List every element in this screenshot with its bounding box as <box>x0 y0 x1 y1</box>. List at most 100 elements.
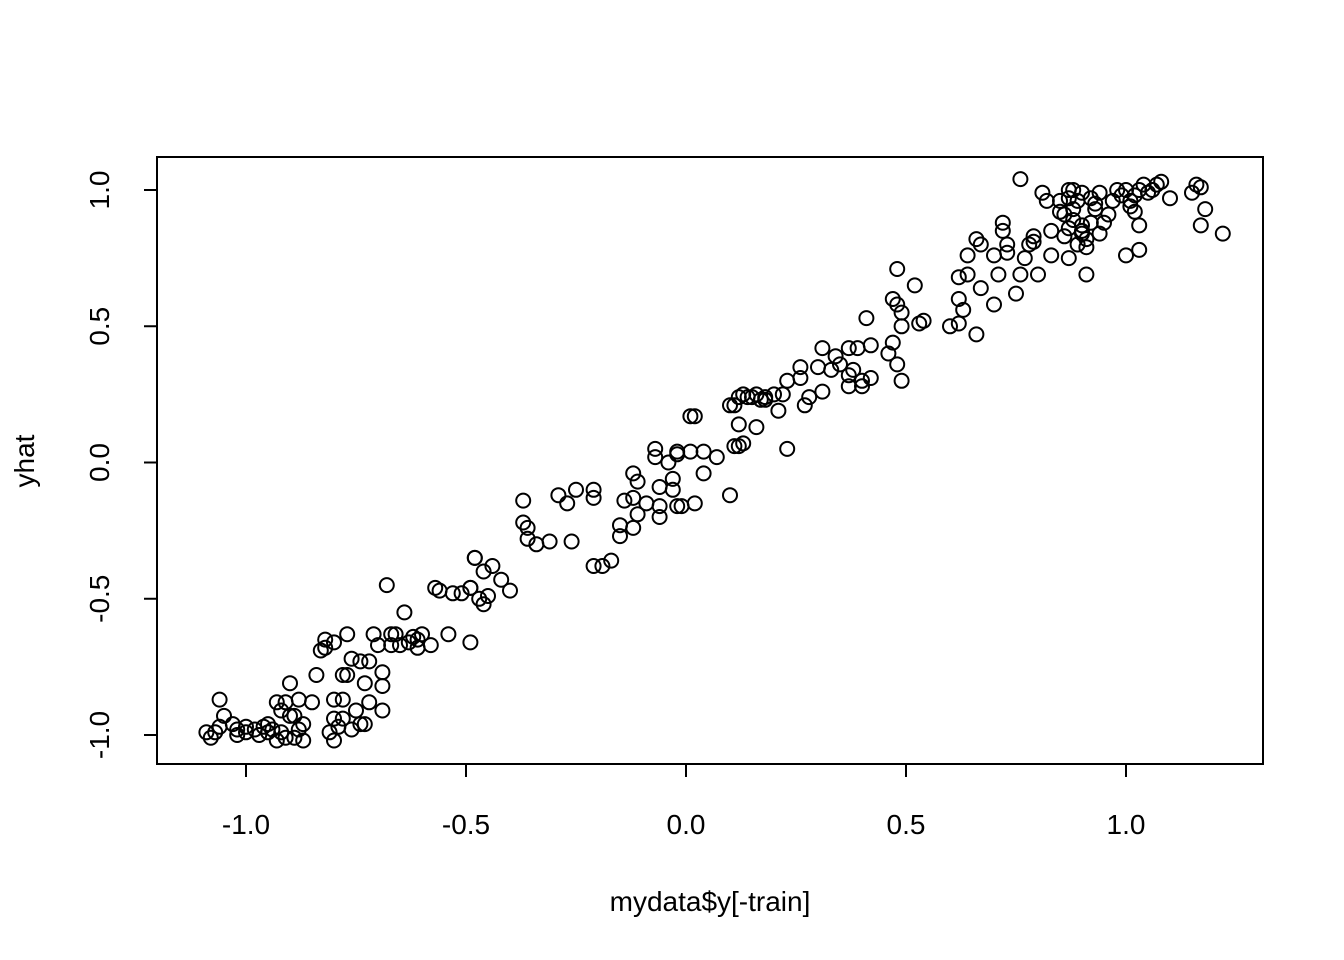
data-point <box>840 340 857 357</box>
data-point <box>387 626 404 643</box>
data-point <box>541 533 558 550</box>
x-axis: -1.0 -0.5 0.0 0.5 1.0 <box>222 764 1145 840</box>
data-point <box>612 528 628 545</box>
data-point <box>1074 222 1090 239</box>
data-point <box>216 707 232 724</box>
data-point <box>317 631 334 648</box>
data-point <box>326 732 342 749</box>
data-point <box>686 408 703 425</box>
data-point <box>563 533 580 550</box>
data-point <box>726 397 743 414</box>
data-point <box>277 729 294 746</box>
data-point <box>603 552 620 569</box>
data-point <box>1214 225 1231 242</box>
data-point <box>444 585 461 602</box>
data-point <box>801 389 818 406</box>
data-point <box>422 637 439 654</box>
data-point <box>840 367 857 384</box>
data-point <box>260 716 276 733</box>
data-point <box>339 667 356 683</box>
data-point <box>585 481 602 498</box>
x-tick-label: -0.5 <box>442 809 490 840</box>
data-point <box>735 435 752 452</box>
data-point <box>343 721 360 738</box>
data-point <box>1192 179 1209 196</box>
data-point <box>334 691 351 708</box>
data-point <box>1184 184 1200 201</box>
data-point <box>814 383 831 400</box>
data-point <box>326 710 342 727</box>
data-point <box>708 449 725 466</box>
data-point <box>211 691 228 708</box>
data-point <box>1078 231 1095 248</box>
data-point <box>651 509 668 525</box>
data-point <box>1078 239 1095 256</box>
data-point <box>893 318 910 335</box>
data-point <box>1065 201 1082 218</box>
data-point <box>462 634 479 651</box>
data-point <box>999 236 1016 253</box>
data-point <box>942 318 958 335</box>
data-point <box>884 334 901 351</box>
data-point <box>814 340 831 357</box>
data-point <box>282 707 298 724</box>
data-point <box>238 718 254 735</box>
data-point <box>625 489 642 506</box>
data-point <box>880 345 897 362</box>
data-point <box>1012 266 1029 283</box>
data-point <box>854 378 870 395</box>
data-point <box>290 721 307 738</box>
data-point <box>990 266 1007 283</box>
data-point <box>823 361 840 378</box>
data-point <box>695 443 712 460</box>
data-point <box>629 506 646 523</box>
data-point <box>1087 195 1104 212</box>
data-point <box>378 577 395 594</box>
data-point <box>502 582 518 599</box>
data-point <box>1030 266 1046 283</box>
data-point <box>304 694 320 711</box>
y-axis-label: yhat <box>9 434 40 487</box>
data-point <box>356 675 373 692</box>
data-point <box>1043 222 1060 239</box>
data-point <box>1060 250 1077 267</box>
data-point <box>383 637 400 654</box>
data-point <box>906 277 923 294</box>
data-point <box>326 691 342 708</box>
data-point <box>374 702 391 719</box>
data-point <box>568 481 584 498</box>
data-point <box>1012 171 1029 188</box>
data-point <box>515 514 532 531</box>
data-point <box>726 438 743 455</box>
data-point <box>770 402 787 419</box>
data-point <box>374 678 391 694</box>
data-point <box>686 495 703 512</box>
data-point <box>660 454 677 471</box>
data-point <box>268 732 285 749</box>
data-point <box>682 408 699 425</box>
data-point <box>308 667 325 683</box>
data-point <box>647 449 664 466</box>
data-point <box>264 721 281 738</box>
data-points <box>198 171 1231 749</box>
data-point <box>1060 190 1077 207</box>
data-point <box>273 702 290 719</box>
data-point <box>383 626 400 643</box>
data-point <box>326 634 342 651</box>
data-point <box>1065 182 1082 198</box>
plot-frame <box>156 156 1264 765</box>
data-point <box>295 716 312 733</box>
data-point <box>625 465 642 482</box>
data-point <box>334 667 351 683</box>
data-point <box>202 729 219 746</box>
data-point <box>1074 217 1090 234</box>
data-point <box>1118 247 1134 264</box>
data-point <box>722 397 738 414</box>
data-point <box>959 266 976 283</box>
x-tick-label: 0.0 <box>667 809 706 840</box>
data-point <box>968 231 985 248</box>
y-tick-label: -0.5 <box>84 575 115 623</box>
data-point <box>295 732 312 749</box>
x-tick-label: 0.5 <box>887 809 926 840</box>
data-point <box>854 372 870 389</box>
